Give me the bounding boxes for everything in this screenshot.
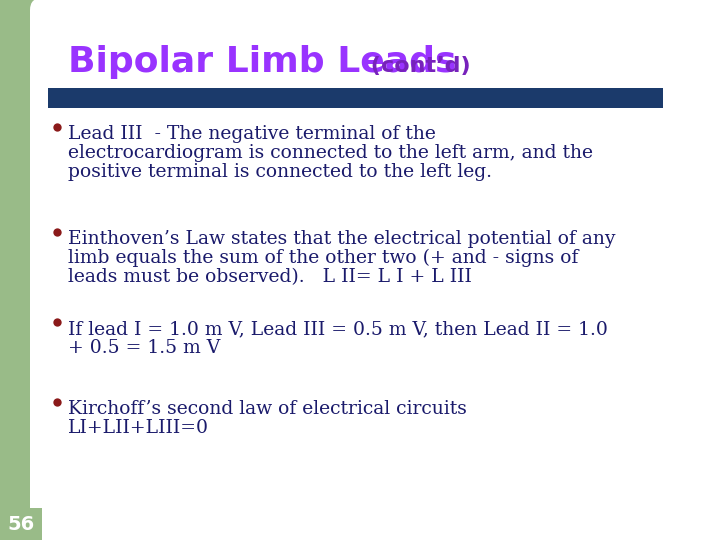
Text: Lead III  - The negative terminal of the: Lead III - The negative terminal of the bbox=[68, 125, 436, 143]
Text: 56: 56 bbox=[7, 515, 35, 534]
Text: limb equals the sum of the other two (+ and - signs of: limb equals the sum of the other two (+ … bbox=[68, 249, 578, 267]
Bar bbox=[0, 508, 42, 540]
Text: leads must be observed).   L II= L I + L III: leads must be observed). L II= L I + L I… bbox=[68, 268, 472, 286]
Text: (cont’d): (cont’d) bbox=[363, 56, 471, 76]
Text: Einthoven’s Law states that the electrical potential of any: Einthoven’s Law states that the electric… bbox=[68, 230, 616, 248]
Bar bbox=[0, 0, 42, 540]
FancyBboxPatch shape bbox=[30, 0, 720, 522]
Text: electrocardiogram is connected to the left arm, and the: electrocardiogram is connected to the le… bbox=[68, 144, 593, 162]
Text: Kirchoff’s second law of electrical circuits: Kirchoff’s second law of electrical circ… bbox=[68, 400, 467, 418]
Text: positive terminal is connected to the left leg.: positive terminal is connected to the le… bbox=[68, 163, 492, 181]
Text: + 0.5 = 1.5 m V: + 0.5 = 1.5 m V bbox=[68, 339, 220, 357]
Text: If lead I = 1.0 m V, Lead III = 0.5 m V, then Lead II = 1.0: If lead I = 1.0 m V, Lead III = 0.5 m V,… bbox=[68, 320, 608, 338]
Bar bbox=[0, 0, 205, 110]
Bar bbox=[48, 88, 663, 108]
Text: LI+LII+LIII=0: LI+LII+LIII=0 bbox=[68, 419, 209, 437]
Text: Bipolar Limb Leads: Bipolar Limb Leads bbox=[68, 45, 456, 79]
